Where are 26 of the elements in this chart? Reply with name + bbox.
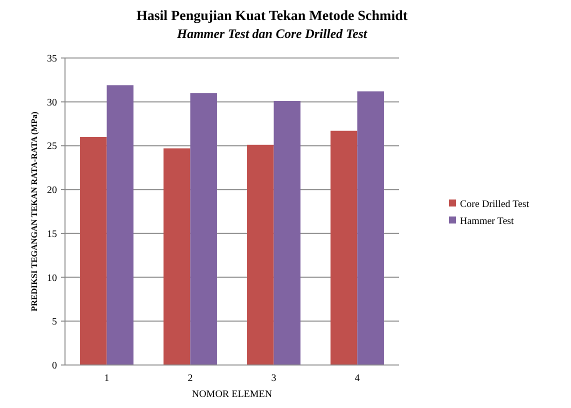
chart-title: Hasil Pengujian Kuat Tekan Metode Schmidt: [136, 9, 408, 24]
x-tick-label: 1: [104, 373, 110, 384]
bar: [164, 148, 190, 365]
bar: [190, 93, 217, 365]
y-tick-label: 0: [52, 360, 57, 372]
bar: [357, 91, 384, 365]
y-tick-label: 35: [47, 54, 57, 64]
legend-label: Hammer Test: [460, 216, 514, 227]
x-axis-title: NOMOR ELEMEN: [192, 389, 272, 400]
y-tick-label: 10: [47, 272, 57, 284]
bar: [106, 85, 134, 365]
x-tick-label: 4: [354, 373, 360, 384]
bar: [247, 144, 274, 365]
y-tick-label: 15: [47, 228, 57, 240]
bar: [330, 130, 358, 365]
y-axis-title: PREDIKSI TEGANGAN TEKAN RATA-RATA (MPa): [29, 111, 39, 312]
y-tick-label: 25: [47, 141, 57, 152]
bar: [80, 136, 107, 365]
y-tick-label: 5: [52, 316, 57, 328]
bar: [274, 100, 300, 365]
y-tick-label: 20: [47, 185, 57, 196]
x-tick-label: 2: [188, 373, 193, 384]
y-tick-label: 30: [47, 97, 57, 108]
chart-subtitle: Hammer Test dan Core Drilled Test: [176, 26, 368, 41]
x-tick-label: 3: [271, 373, 276, 384]
legend-label: Core Drilled Test: [460, 199, 530, 210]
